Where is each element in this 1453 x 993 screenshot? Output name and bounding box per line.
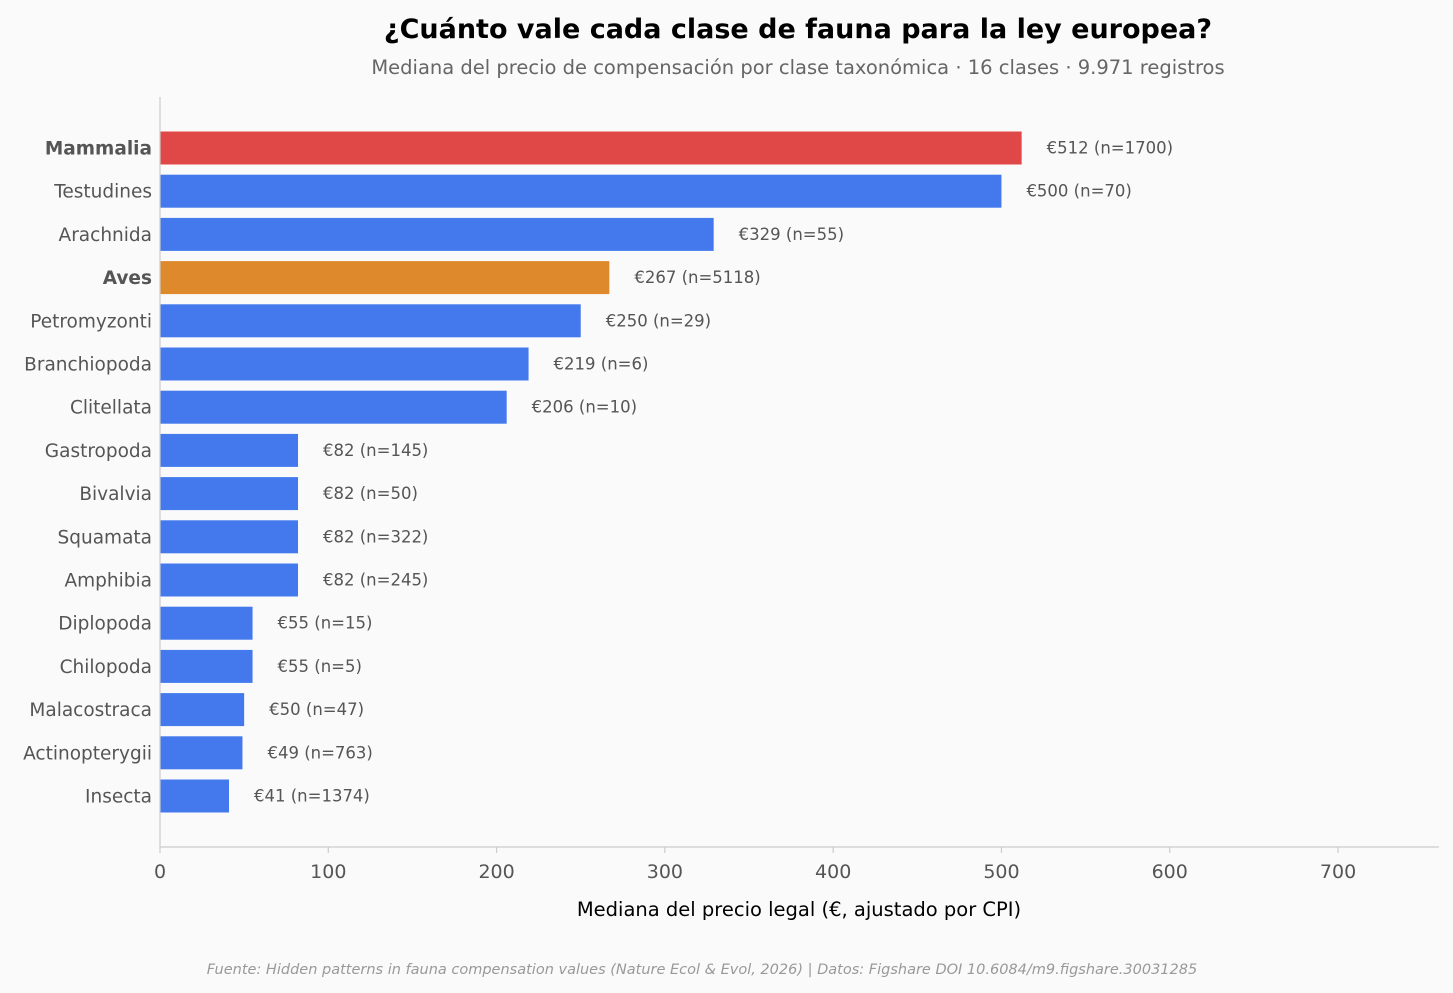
x-tick-label: 400 xyxy=(815,861,851,883)
value-labels: €512 (n=1700) €500 (n=70) €329 (n=55) €267 … xyxy=(254,139,1173,806)
category-label-diplopoda: Diplopoda xyxy=(58,614,152,635)
category-label-petromyzonti: Petromyzonti xyxy=(30,311,152,332)
bar-aves xyxy=(160,261,610,295)
value-label-amphibia: €82 (n=245) xyxy=(323,571,428,590)
x-tick-label: 200 xyxy=(478,861,514,883)
bar-clitellata xyxy=(160,390,507,424)
bar-gastropoda xyxy=(160,433,298,467)
x-tick-label: 600 xyxy=(1152,861,1188,883)
value-label-actinopterygii: €49 (n=763) xyxy=(267,743,372,762)
category-label-mammalia: Mammalia xyxy=(45,139,152,160)
bar-malacostraca xyxy=(160,693,245,727)
category-label-arachnida: Arachnida xyxy=(59,225,152,246)
value-label-bivalvia: €82 (n=50) xyxy=(323,484,418,503)
x-tick-label: 100 xyxy=(310,861,346,883)
bar-squamata xyxy=(160,520,298,554)
value-label-chilopoda: €55 (n=5) xyxy=(278,657,362,676)
category-label-actinopterygii: Actinopterygii xyxy=(23,743,152,764)
bar-actinopterygii xyxy=(160,736,243,770)
bar-bivalvia xyxy=(160,477,298,511)
value-label-mammalia: €512 (n=1700) xyxy=(1047,139,1173,158)
value-label-arachnida: €329 (n=55) xyxy=(739,225,844,244)
bar-amphibia xyxy=(160,563,298,597)
bar-arachnida xyxy=(160,217,714,251)
value-label-squamata: €82 (n=322) xyxy=(323,527,428,546)
value-label-testudines: €500 (n=70) xyxy=(1026,182,1131,201)
category-label-squamata: Squamata xyxy=(58,527,153,548)
bar-diplopoda xyxy=(160,606,253,640)
category-label-branchiopoda: Branchiopoda xyxy=(24,355,152,376)
chart-title: ¿Cuánto vale cada clase de fauna para la… xyxy=(384,14,1212,45)
x-tick-label: 700 xyxy=(1320,861,1356,883)
x-tick-label: 0 xyxy=(154,861,166,883)
bar-chilopoda xyxy=(160,649,253,683)
value-label-diplopoda: €55 (n=15) xyxy=(278,614,373,633)
x-tick-label: 500 xyxy=(983,861,1019,883)
value-label-gastropoda: €82 (n=145) xyxy=(323,441,428,460)
category-label-insecta: Insecta xyxy=(85,787,152,808)
category-label-gastropoda: Gastropoda xyxy=(45,441,152,462)
value-label-insecta: €41 (n=1374) xyxy=(254,787,370,806)
x-tick-label: 300 xyxy=(647,861,683,883)
bar-mammalia xyxy=(160,131,1022,165)
bar-petromyzonti xyxy=(160,304,581,338)
value-label-petromyzonti: €250 (n=29) xyxy=(606,311,711,330)
x-ticks: 0 100 200 300 400 500 600 700 xyxy=(154,847,1356,883)
source-note: Fuente: Hidden patterns in fauna compens… xyxy=(207,962,1197,978)
category-label-clitellata: Clitellata xyxy=(70,398,152,419)
bar-branchiopoda xyxy=(160,347,529,381)
category-label-bivalvia: Bivalvia xyxy=(79,484,152,505)
category-label-malacostraca: Malacostraca xyxy=(29,700,152,721)
category-label-amphibia: Amphibia xyxy=(64,571,152,592)
bars-group xyxy=(160,131,1022,813)
value-label-malacostraca: €50 (n=47) xyxy=(269,700,364,719)
category-label-chilopoda: Chilopoda xyxy=(60,657,152,678)
category-labels: Mammalia Testudines Arachnida Aves Petromyzo… xyxy=(23,139,152,808)
value-label-branchiopoda: €219 (n=6) xyxy=(554,355,649,374)
value-label-aves: €267 (n=5118) xyxy=(634,268,760,287)
chart-subtitle: Mediana del precio de compensación por c… xyxy=(371,56,1224,79)
x-axis-label: Mediana del precio legal (€, ajustado po… xyxy=(577,898,1021,921)
category-label-testudines: Testudines xyxy=(53,182,152,203)
bar-testudines xyxy=(160,174,1002,208)
bar-insecta xyxy=(160,779,229,813)
category-label-aves: Aves xyxy=(103,268,152,289)
value-label-clitellata: €206 (n=10) xyxy=(532,398,637,417)
